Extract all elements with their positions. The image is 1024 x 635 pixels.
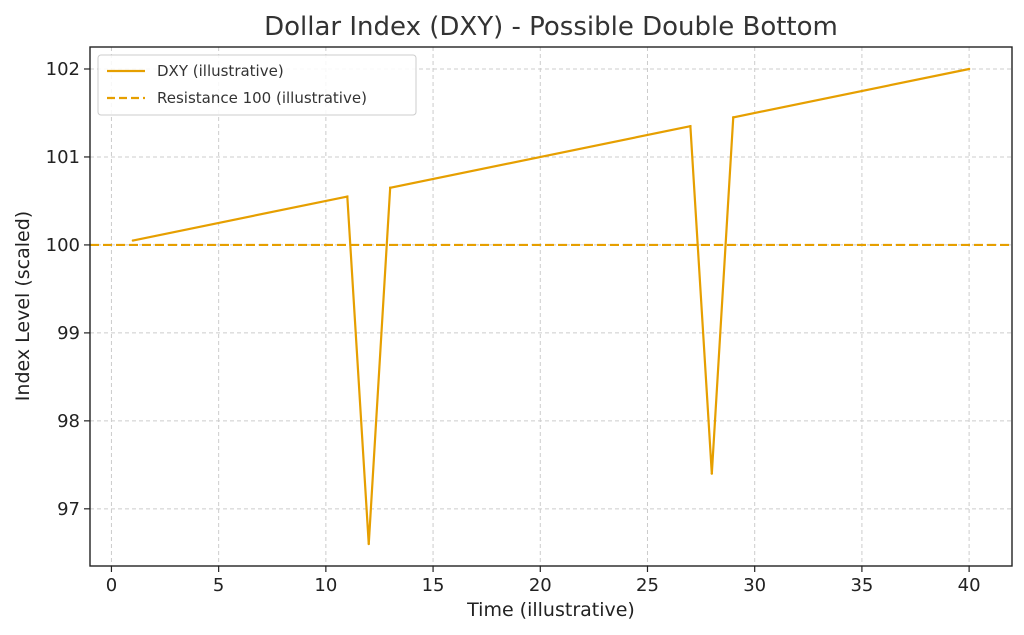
x-tick-label: 30 [743,575,766,596]
x-axis-label: Time (illustrative) [466,599,635,621]
x-tick-label: 10 [314,575,337,596]
y-axis-ticks: 97 98 99 100 101 102 [46,59,90,520]
x-tick-label: 5 [213,575,224,596]
y-tick-label: 98 [57,411,80,432]
grid [90,47,1012,566]
x-tick-label: 35 [850,575,873,596]
dxy-data-point [732,116,735,119]
dxy-data-point [388,186,392,189]
x-tick-label: 0 [106,575,117,596]
legend-label-resistance: Resistance 100 (illustrative) [157,89,367,107]
y-tick-label: 99 [57,323,80,344]
y-axis-label: Index Level (scaled) [12,211,34,401]
y-tick-label: 100 [46,235,80,256]
x-tick-label: 15 [422,575,445,596]
x-tick-label: 40 [958,575,981,596]
plot-frame [89,46,1013,567]
dxy-series-line [132,67,970,545]
dxy-data-point [346,195,349,198]
y-tick-label: 97 [57,499,80,520]
chart-title: Dollar Index (DXY) - Possible Double Bot… [264,12,838,42]
axes [89,46,1013,567]
dxy-data-point [689,124,692,128]
y-tick-label: 101 [46,147,80,168]
y-tick-label: 102 [46,59,80,80]
dxy-data-point [131,239,135,242]
plot-series [90,67,1012,546]
dxy-data-point [967,67,971,71]
x-tick-label: 25 [636,575,659,596]
legend-box [97,54,417,116]
legend-label-dxy: DXY (illustrative) [157,62,284,80]
legend: DXY (illustrative) Resistance 100 (illus… [97,54,417,116]
dxy-data-point [367,542,370,546]
dxy-data-point [710,472,714,475]
x-tick-label: 20 [529,575,552,596]
x-axis-ticks: 0 5 10 15 20 25 30 35 40 [106,566,981,596]
